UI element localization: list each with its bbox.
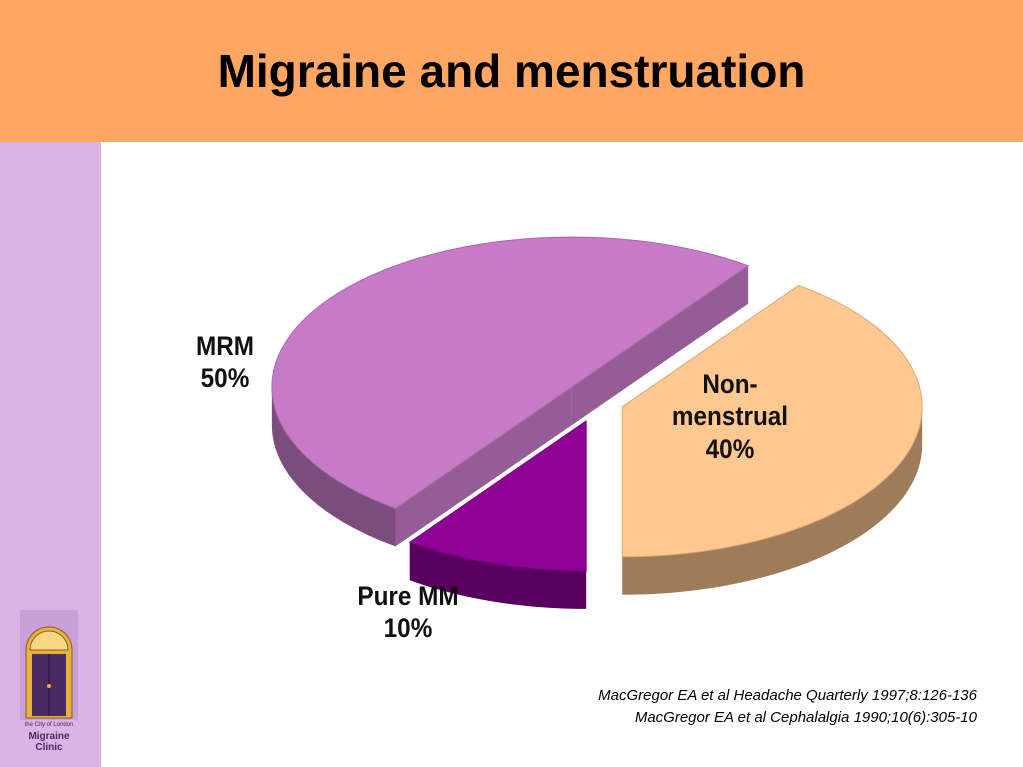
slice-name: Pure MM bbox=[357, 581, 459, 611]
logo: the City of London Migraine Clinic bbox=[20, 610, 78, 756]
source: MacGregor EA et al Cephalalgia 1990;10(6… bbox=[634, 709, 977, 726]
source: MacGregor EA et al Headache Quarterly 19… bbox=[598, 687, 977, 704]
slice-name: Non- menstrual bbox=[671, 369, 789, 432]
slice-name: MRM bbox=[195, 331, 255, 361]
slice-side bbox=[622, 406, 923, 595]
pie-slice bbox=[271, 236, 750, 509]
slice-value: 50% bbox=[200, 363, 250, 394]
header-band: Migraine and menstruation bbox=[0, 0, 1023, 142]
slice-wall bbox=[395, 387, 572, 547]
chart-title: Migraine and menstruation bbox=[217, 45, 806, 97]
pie-slice bbox=[408, 419, 587, 572]
slice-label: Non- menstrual 40% bbox=[631, 368, 829, 465]
sources: MacGregor EA et al Headache Quarterly 19… bbox=[598, 685, 977, 729]
logo-door bbox=[20, 610, 78, 720]
logo-name: Migraine Clinic bbox=[28, 731, 70, 753]
logo-text: the City of London bbox=[24, 722, 74, 728]
slice-side bbox=[409, 542, 587, 609]
slice-label: Pure MM 10% bbox=[309, 580, 507, 645]
slice-value: 40% bbox=[705, 433, 755, 464]
pie-slice bbox=[621, 284, 923, 558]
slice-side bbox=[271, 387, 396, 547]
slice-label: MRM 50% bbox=[126, 330, 324, 395]
slice-wall bbox=[571, 265, 749, 426]
slice-value: 10% bbox=[383, 613, 433, 644]
